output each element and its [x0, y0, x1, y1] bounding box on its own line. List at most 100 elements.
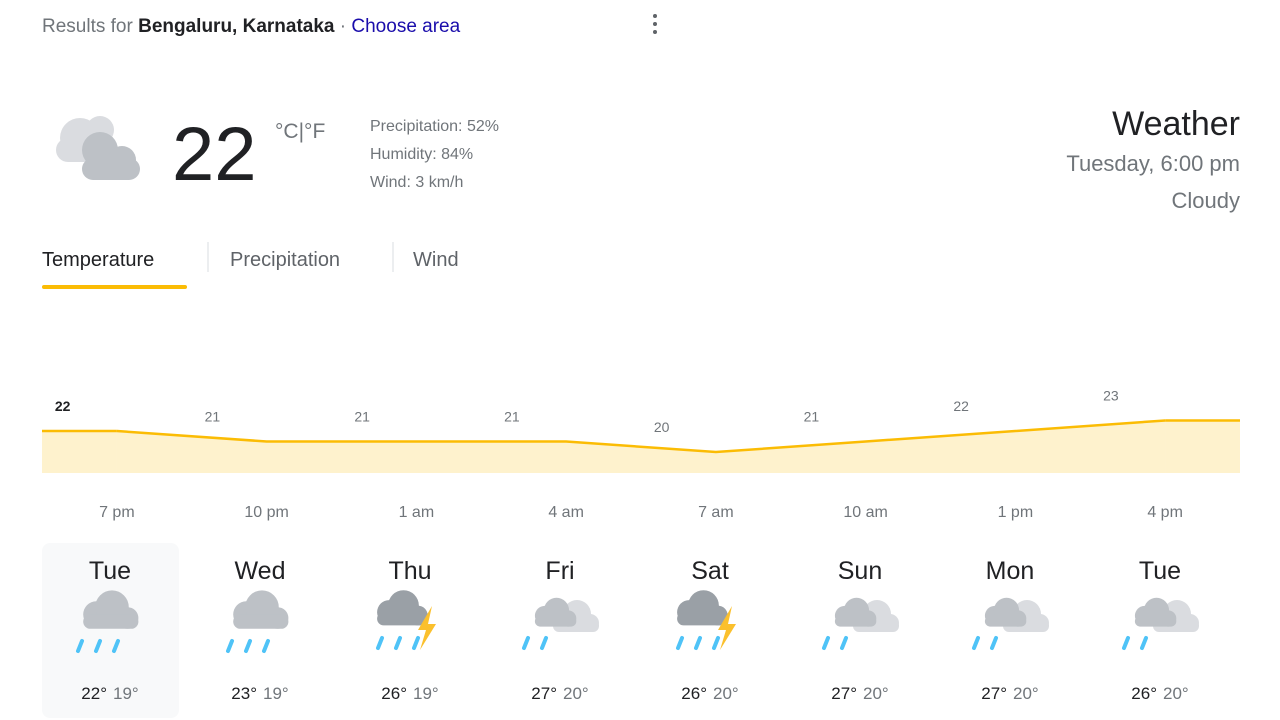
x-tick-label: 1 pm: [998, 504, 1034, 521]
rain-drop: [522, 636, 530, 650]
value-label: 21: [354, 409, 370, 425]
high-temperature: 27°: [981, 684, 1007, 703]
value-label: 23: [1103, 388, 1119, 404]
temperature-line: [116, 419, 1166, 454]
current-temperature: 22: [172, 112, 257, 197]
value-label: 22: [55, 398, 71, 414]
cloud-part: [677, 612, 728, 626]
rain-drop: [1122, 636, 1130, 650]
unit-separator: |: [299, 120, 304, 143]
day-name: Tue: [1139, 557, 1181, 585]
rain-drop: [262, 639, 270, 653]
area-extension: [1165, 420, 1240, 473]
low-temperature: 19°: [113, 684, 139, 703]
rain-drop: [376, 636, 384, 650]
unit-celsius[interactable]: °C: [275, 120, 299, 143]
day-name: Tue: [89, 557, 131, 585]
day-temperatures: 26° 19°: [381, 684, 438, 703]
x-tick-label: 10 am: [843, 504, 887, 521]
lightning: [418, 606, 436, 650]
more-options[interactable]: [653, 14, 657, 34]
low-temperature: 19°: [413, 684, 439, 703]
tab[interactable]: Temperature: [42, 249, 154, 271]
rain-drop: [226, 639, 234, 653]
tab[interactable]: Wind: [413, 249, 459, 271]
low-temperature: 20°: [713, 684, 739, 703]
rain-drop: [540, 636, 548, 650]
rain-drop: [694, 636, 702, 650]
day-weather-icon: [972, 597, 1049, 650]
unit-switch: °C|°F: [275, 120, 325, 143]
day-name: Sat: [691, 557, 729, 585]
cloud-part: [83, 614, 139, 629]
widget-title: Weather: [1112, 105, 1240, 143]
day-name: Fri: [545, 557, 574, 585]
day-weather-icon: [822, 597, 899, 650]
day-temperatures: 26° 20°: [1131, 684, 1188, 703]
rain-drop: [990, 636, 998, 650]
x-tick-label: 7 am: [698, 504, 734, 521]
low-temperature: 20°: [1163, 684, 1189, 703]
rain-drop: [1140, 636, 1148, 650]
rain-drop: [712, 636, 720, 650]
x-tick-label: 4 pm: [1147, 504, 1183, 521]
area-extension: [42, 431, 117, 473]
high-temperature: 23°: [231, 684, 257, 703]
cloud-part: [233, 614, 289, 629]
cloud-part: [834, 615, 877, 627]
rain-drop: [76, 639, 84, 653]
day-name: Wed: [235, 557, 286, 585]
humidity: Humidity: 84%: [370, 146, 473, 163]
rain-drop: [94, 639, 102, 653]
unit-fahrenheit[interactable]: °F: [304, 120, 325, 143]
rain-drop: [412, 636, 420, 650]
x-tick-label: 1 am: [399, 504, 435, 521]
separator: ·: [340, 16, 346, 37]
high-temperature: 26°: [681, 684, 707, 703]
high-temperature: 26°: [381, 684, 407, 703]
low-temperature: 20°: [563, 684, 589, 703]
cloud-part: [984, 615, 1027, 627]
rain-drop: [244, 639, 252, 653]
x-tick-label: 7 pm: [99, 504, 135, 521]
wind: Wind: 3 km/h: [370, 174, 463, 191]
date-time: Tuesday, 6:00 pm: [1066, 151, 1240, 176]
value-label: 20: [654, 419, 670, 435]
rain-drop: [112, 639, 120, 653]
day-weather-icon: [522, 597, 599, 650]
value-label: 22: [953, 398, 969, 414]
results-prefix: Results for: [42, 16, 133, 37]
high-temperature: 27°: [531, 684, 557, 703]
cloud-part: [1134, 615, 1177, 627]
tab[interactable]: Precipitation: [230, 249, 340, 271]
day-name: Mon: [986, 557, 1035, 585]
rain-drop: [822, 636, 830, 650]
active-tab-indicator: [42, 285, 187, 289]
day-weather-icon: [76, 590, 139, 653]
day-temperatures: 27° 20°: [531, 684, 588, 703]
day-temperatures: 23° 19°: [231, 684, 288, 703]
low-temperature: 20°: [863, 684, 889, 703]
x-tick-label: 4 am: [548, 504, 584, 521]
day-weather-icon: [1122, 597, 1199, 650]
current-weather-icon: [56, 116, 140, 180]
cloud-part: [377, 612, 428, 626]
day-name: Thu: [388, 557, 431, 585]
day-temperatures: 27° 20°: [831, 684, 888, 703]
day-name: Sun: [838, 557, 882, 585]
condition: Cloudy: [1172, 188, 1240, 213]
cloud-part: [534, 615, 577, 627]
value-label: 21: [804, 409, 820, 425]
value-label: 21: [504, 409, 520, 425]
rain-drop: [840, 636, 848, 650]
location: Bengaluru, Karnataka: [138, 16, 335, 37]
precipitation: Precipitation: 52%: [370, 118, 499, 135]
lightning: [718, 606, 736, 650]
choose-area-link[interactable]: Choose area: [351, 16, 460, 37]
low-temperature: 19°: [263, 684, 289, 703]
high-temperature: 27°: [831, 684, 857, 703]
day-weather-icon: [226, 590, 289, 653]
day-temperatures: 27° 20°: [981, 684, 1038, 703]
